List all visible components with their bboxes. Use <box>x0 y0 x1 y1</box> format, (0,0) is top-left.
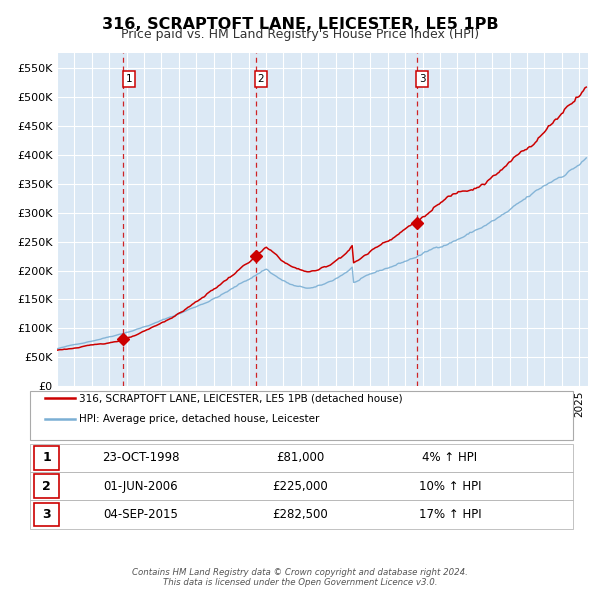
Text: 3: 3 <box>419 74 425 84</box>
Text: £225,000: £225,000 <box>272 480 328 493</box>
Text: 2: 2 <box>43 480 51 493</box>
Text: 316, SCRAPTOFT LANE, LEICESTER, LE5 1PB: 316, SCRAPTOFT LANE, LEICESTER, LE5 1PB <box>101 17 499 31</box>
Text: £282,500: £282,500 <box>272 508 328 521</box>
Text: Price paid vs. HM Land Registry's House Price Index (HPI): Price paid vs. HM Land Registry's House … <box>121 28 479 41</box>
Text: 316, SCRAPTOFT LANE, LEICESTER, LE5 1PB (detached house): 316, SCRAPTOFT LANE, LEICESTER, LE5 1PB … <box>79 394 403 403</box>
Text: HPI: Average price, detached house, Leicester: HPI: Average price, detached house, Leic… <box>79 414 320 424</box>
Text: 2: 2 <box>258 74 265 84</box>
Text: 3: 3 <box>43 508 51 521</box>
Text: 04-SEP-2015: 04-SEP-2015 <box>104 508 178 521</box>
Text: Contains HM Land Registry data © Crown copyright and database right 2024.
This d: Contains HM Land Registry data © Crown c… <box>132 568 468 587</box>
Text: £81,000: £81,000 <box>276 451 324 464</box>
Text: 23-OCT-1998: 23-OCT-1998 <box>102 451 180 464</box>
Text: 1: 1 <box>125 74 132 84</box>
Text: 4% ↑ HPI: 4% ↑ HPI <box>422 451 478 464</box>
Text: 1: 1 <box>43 451 51 464</box>
Text: 17% ↑ HPI: 17% ↑ HPI <box>419 508 481 521</box>
Text: 01-JUN-2006: 01-JUN-2006 <box>104 480 178 493</box>
Text: 10% ↑ HPI: 10% ↑ HPI <box>419 480 481 493</box>
